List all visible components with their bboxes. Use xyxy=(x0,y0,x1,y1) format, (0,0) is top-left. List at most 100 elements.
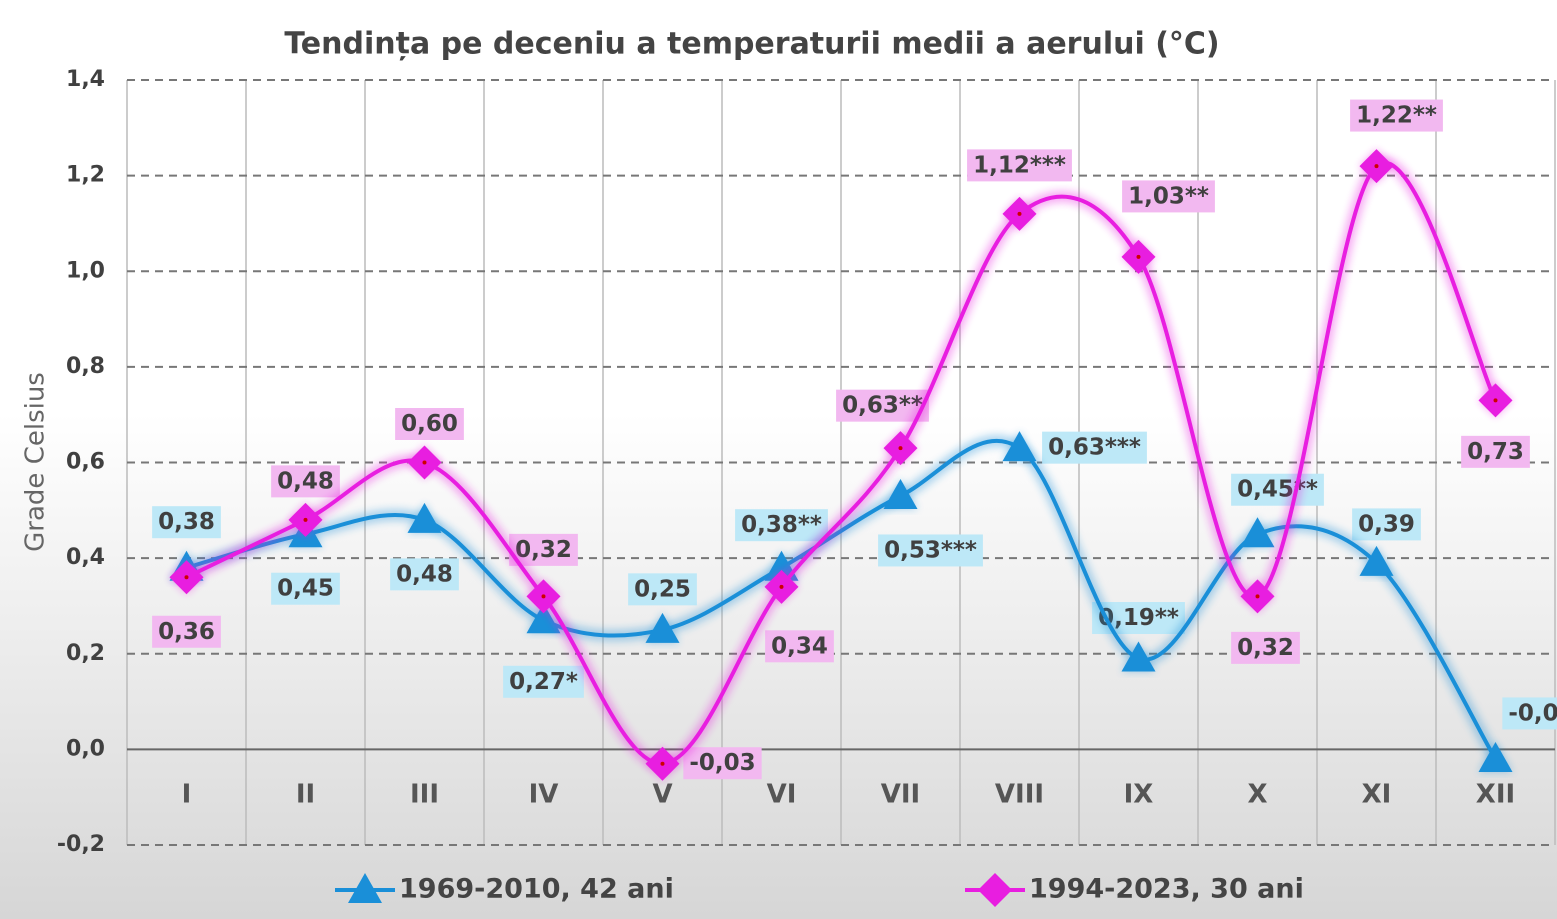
data-label: 0,27* xyxy=(503,665,584,698)
x-tick-label: III xyxy=(410,780,439,810)
y-tick-label: 1,2 xyxy=(66,163,105,188)
data-label-text: 0,63*** xyxy=(1048,435,1141,461)
marker-dot xyxy=(303,517,308,522)
chart-title: Tendința pe deceniu a temperaturii medii… xyxy=(284,27,1219,62)
label-box xyxy=(967,149,1072,182)
data-label: 0,38 xyxy=(152,506,221,539)
data-label-text: 1,12*** xyxy=(973,152,1066,178)
data-label-text: 0,38** xyxy=(741,512,822,538)
data-label: 0,45 xyxy=(271,572,340,605)
data-label-text: 0,25 xyxy=(634,576,691,602)
data-label: 0,38** xyxy=(735,509,828,542)
y-tick-label: 0,8 xyxy=(66,354,105,379)
marker-dot xyxy=(1374,164,1379,169)
data-label: 0,36 xyxy=(152,615,221,648)
series-line xyxy=(185,161,1498,766)
label-box xyxy=(1461,435,1530,468)
label-box xyxy=(1231,631,1300,664)
marker-dot xyxy=(779,584,784,589)
data-label-text: 0,38 xyxy=(158,509,215,535)
label-box xyxy=(503,665,584,698)
label-box xyxy=(735,509,828,542)
data-label-text: 0,45** xyxy=(1237,477,1318,503)
data-label: 0,34 xyxy=(765,630,834,663)
label-box xyxy=(628,573,697,606)
data-label-text: 0,32 xyxy=(515,537,572,563)
x-tick-label: VIII xyxy=(995,780,1044,810)
marker-dot xyxy=(1255,594,1260,599)
data-point xyxy=(1121,641,1156,672)
data-point xyxy=(1359,545,1394,576)
data-labels: 0,38 0,45 0,48 0,27* 0,25 0,38** 0,53*** 0,63**… xyxy=(152,99,1557,780)
data-label-text: 0,32 xyxy=(1237,635,1294,661)
label-box xyxy=(390,558,459,591)
label-box xyxy=(765,630,834,663)
label-box xyxy=(271,465,340,498)
data-label: 0,48 xyxy=(390,558,459,591)
data-label: 0,48 xyxy=(271,465,340,498)
data-point xyxy=(526,603,561,634)
x-tick-label: XI xyxy=(1362,780,1392,810)
data-label-text: 1,22** xyxy=(1356,103,1437,129)
data-label: 0,25 xyxy=(628,573,697,606)
label-box xyxy=(683,747,762,780)
label-box xyxy=(1231,473,1324,506)
marker-dot xyxy=(1017,211,1022,216)
plot: -0,20,00,20,40,60,81,01,21,4I II III IV V VI V… xyxy=(57,67,1557,907)
data-label: -0,0 xyxy=(1502,697,1557,730)
data-label: 1,12*** xyxy=(967,149,1072,182)
data-label-text: 0,48 xyxy=(396,561,453,587)
data-label-text: 0,73 xyxy=(1467,439,1524,465)
label-box xyxy=(152,615,221,648)
legend-marker xyxy=(348,873,382,903)
data-point xyxy=(645,612,680,643)
data-label-text: -0,03 xyxy=(689,750,755,776)
x-tick-label: I xyxy=(182,780,192,810)
label-box xyxy=(152,506,221,539)
x-tick-label: VII xyxy=(881,780,920,810)
marker-dot xyxy=(1493,398,1498,403)
y-tick-label: 0,4 xyxy=(66,545,105,570)
x-tick-label: X xyxy=(1247,780,1267,810)
y-tick-label: 0,2 xyxy=(66,641,105,666)
data-label-text: 0,45 xyxy=(277,576,334,602)
label-box xyxy=(1502,697,1557,730)
x-tick-label: XII xyxy=(1476,780,1515,810)
y-axis-title: Grade Celsius xyxy=(21,372,51,552)
data-point xyxy=(1478,741,1513,772)
x-tick-label: II xyxy=(296,780,315,810)
marker-dot xyxy=(660,761,665,766)
data-label-text: -0,0 xyxy=(1508,700,1557,726)
data-label-text: 0,53*** xyxy=(884,537,977,563)
y-tick-label: 1,4 xyxy=(66,67,105,92)
data-label: 0,73 xyxy=(1461,435,1530,468)
data-label-text: 0,34 xyxy=(771,633,828,659)
marker-dot xyxy=(898,446,903,451)
data-point xyxy=(883,478,918,509)
data-label-text: 0,63** xyxy=(842,393,923,419)
data-label-text: 0,36 xyxy=(158,619,215,645)
data-label-text: 0,60 xyxy=(401,411,458,437)
label-box xyxy=(271,572,340,605)
legend-label: 1969-2010, 42 ani xyxy=(399,874,674,905)
data-label: 0,63*** xyxy=(1042,431,1147,464)
x-tick-label: IV xyxy=(529,780,559,810)
y-tick-label: 1,0 xyxy=(66,258,105,283)
data-label: 0,39 xyxy=(1352,508,1421,541)
x-tick-label: VI xyxy=(767,780,797,810)
label-box xyxy=(1352,508,1421,541)
data-label: 1,03** xyxy=(1122,180,1215,213)
data-label-text: 0,39 xyxy=(1358,511,1415,537)
data-label: 0,53*** xyxy=(878,534,983,567)
label-box xyxy=(1042,431,1147,464)
label-box xyxy=(1122,180,1215,213)
marker-dot xyxy=(541,594,546,599)
marker-dot xyxy=(184,575,189,580)
marker-dot xyxy=(422,460,427,465)
data-label-text: 1,03** xyxy=(1128,183,1209,209)
label-box xyxy=(878,534,983,567)
data-point xyxy=(1240,517,1275,548)
data-point xyxy=(407,502,442,533)
data-point xyxy=(1002,431,1037,462)
